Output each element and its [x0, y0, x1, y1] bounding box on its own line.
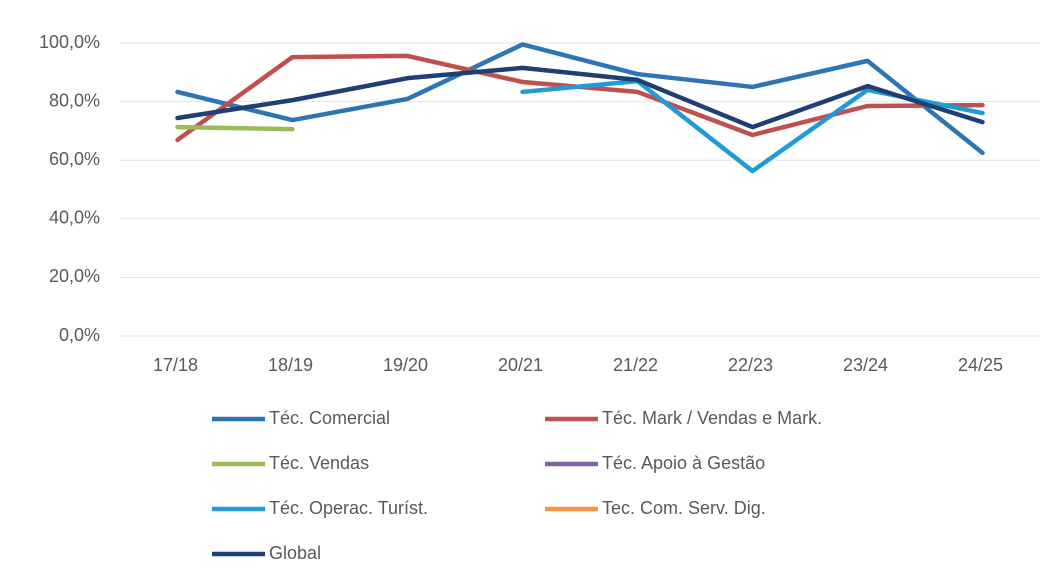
y-tick-label: 80,0% — [49, 90, 100, 110]
y-tick-label: 20,0% — [49, 266, 100, 286]
legend-label: Téc. Mark / Vendas e Mark. — [602, 408, 822, 428]
x-tick-label: 22/23 — [728, 355, 773, 375]
series-line — [175, 42, 985, 156]
series-line — [175, 124, 295, 132]
legend-label: Téc. Operac. Turíst. — [269, 498, 428, 518]
x-tick-label: 21/22 — [613, 355, 658, 375]
x-tick-label: 20/21 — [498, 355, 543, 375]
legend-label: Téc. Vendas — [269, 453, 369, 473]
x-tick-label: 23/24 — [843, 355, 888, 375]
series-line — [175, 65, 985, 130]
x-tick-label: 24/25 — [958, 355, 1003, 375]
x-tick-label: 17/18 — [153, 355, 198, 375]
legend-label: Global — [269, 543, 321, 563]
x-tick-label: 19/20 — [383, 355, 428, 375]
legend-label: Téc. Comercial — [269, 408, 390, 428]
y-tick-label: 100,0% — [39, 32, 100, 52]
y-tick-label: 40,0% — [49, 208, 100, 228]
y-tick-label: 60,0% — [49, 149, 100, 169]
y-tick-label: 0,0% — [59, 325, 100, 345]
legend-label: Téc. Apoio à Gestão — [602, 453, 765, 473]
legend-label: Tec. Com. Serv. Dig. — [602, 498, 766, 518]
x-tick-label: 18/19 — [268, 355, 313, 375]
